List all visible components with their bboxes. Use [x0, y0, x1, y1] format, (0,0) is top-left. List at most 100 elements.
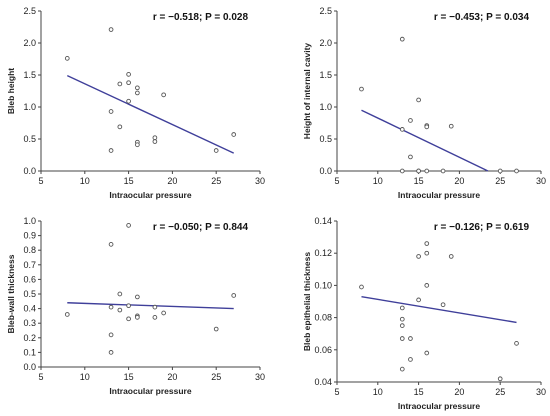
bleb-height-y-axis-label: Bleb height: [6, 68, 16, 114]
epithelial-data-point: [359, 284, 364, 290]
internal-cavity-data-point: [399, 127, 405, 132]
bleb-wall-data-point: [117, 291, 123, 297]
bleb-height-data-point: [108, 148, 114, 153]
bleb-height-x-tick-label: 20: [167, 176, 177, 186]
epithelial-regression-line: [361, 295, 517, 324]
bleb-height-data-point: [108, 109, 114, 114]
bleb-wall-x-axis-label: Intraocular pressure: [109, 386, 191, 396]
bleb-wall-y-tick-label: 1.0: [23, 216, 36, 226]
internal-cavity-y-tick-label: 2.5: [319, 6, 332, 16]
internal-cavity-data-point: [399, 168, 405, 174]
bleb-wall-x-tick-label: 25: [211, 372, 221, 382]
internal-cavity-data-point: [359, 86, 364, 92]
internal-cavity-y-axis-label: Height of internal cavity: [302, 43, 312, 140]
bleb-height-x-axis-label: Intraocular pressure: [109, 190, 191, 200]
bleb-wall-regression-line: [67, 302, 234, 310]
bleb-wall-data-point: [108, 304, 114, 310]
bleb-height-y-tick-label: 1.0: [23, 102, 36, 112]
epithelial-y-tick-label: 0.04: [314, 377, 332, 387]
epithelial-y-tick-label: 0.06: [314, 345, 332, 355]
internal-cavity-y-tick-label: 0.0: [319, 166, 332, 176]
bleb-wall-y-tick-label: 0.8: [23, 245, 36, 255]
bleb-height-data-point: [135, 142, 140, 148]
epithelial-x-tick-label: 30: [536, 387, 546, 397]
epithelial-y-tick-label: 0.10: [314, 280, 332, 290]
epithelial-data-point: [399, 366, 405, 372]
epithelial-data-point: [408, 357, 413, 362]
bleb-wall-data-point: [64, 312, 70, 317]
panel-bleb-height: 5 10 15 20 25 30 0.0 0.5 1.0 1.5 2.0 2.5 Intraocular…: [6, 6, 265, 200]
bleb-wall-x-tick-label: 20: [167, 372, 177, 382]
internal-cavity-x-tick-label: 30: [536, 176, 546, 186]
bleb-height-data-point: [231, 132, 237, 137]
epithelial-data-point: [416, 254, 421, 259]
epithelial-data-point: [399, 316, 405, 322]
epithelial-x-tick-label: 10: [373, 387, 383, 397]
bleb-height-x-tick-label: 25: [211, 176, 221, 186]
bleb-wall-data-point: [152, 304, 158, 310]
internal-cavity-x-tick-label: 25: [495, 176, 505, 186]
bleb-wall-data-point: [213, 326, 219, 332]
epithelial-x-tick-label: 5: [334, 387, 339, 397]
internal-cavity-x-tick-label: 20: [454, 176, 464, 186]
bleb-wall-y-tick-label: 0.4: [23, 304, 36, 314]
internal-cavity-data-point: [440, 168, 446, 174]
bleb-height-regression-line: [66, 75, 235, 154]
bleb-wall-data-point: [126, 223, 131, 228]
bleb-height-data-point: [117, 81, 123, 87]
bleb-wall-data-point: [126, 303, 131, 309]
epithelial-data-point: [408, 336, 413, 341]
bleb-wall-y-tick-label: 0.2: [23, 333, 36, 343]
epithelial-data-point: [514, 341, 519, 346]
internal-cavity-regression-line: [361, 109, 489, 172]
bleb-wall-data-point: [108, 242, 114, 247]
internal-cavity-data-point: [408, 154, 413, 160]
bleb-wall-y-tick-label: 0.1: [23, 347, 36, 357]
bleb-height-x-tick-label: 30: [255, 176, 265, 186]
epithelial-y-tick-label: 0.14: [314, 216, 332, 226]
epithelial-data-point: [424, 283, 430, 288]
internal-cavity-data-point: [424, 168, 430, 174]
bleb-height-data-point: [135, 85, 140, 91]
epithelial-data-point: [399, 305, 405, 311]
internal-cavity-x-tick-label: 10: [373, 176, 383, 186]
bleb-wall-data-point: [231, 293, 237, 298]
bleb-height-data-point: [117, 124, 123, 130]
internal-cavity-correlation-stat: r = −0.453; P = 0.034: [434, 12, 530, 23]
internal-cavity-y-tick-label: 0.5: [319, 134, 332, 144]
bleb-wall-y-tick-label: 0.7: [23, 260, 36, 270]
epithelial-y-axis-label: Bleb epithelial thickness: [302, 252, 312, 351]
internal-cavity-y-tick-label: 2.0: [319, 38, 332, 48]
internal-cavity-data-point: [416, 168, 421, 174]
epithelial-x-tick-label: 20: [454, 387, 464, 397]
epithelial-data-point: [424, 350, 430, 356]
bleb-height-correlation-stat: r = −0.518; P = 0.028: [153, 12, 249, 23]
bleb-wall-data-point: [135, 294, 140, 300]
bleb-height-data-point: [152, 135, 158, 141]
bleb-wall-data-point: [126, 316, 131, 322]
bleb-height-data-point: [152, 139, 158, 144]
epithelial-data-point: [399, 323, 405, 328]
internal-cavity-data-point: [514, 168, 519, 174]
bleb-wall-y-tick-label: 0.9: [23, 231, 36, 241]
bleb-height-y-tick-label: 0.5: [23, 134, 36, 144]
internal-cavity-data-point: [416, 97, 421, 103]
panel-internal-cavity-height: 5 10 15 20 25 30 0.0 0.5 1.0 1.5 2.0 2.5 Intraocular…: [302, 6, 546, 200]
bleb-height-x-tick-label: 10: [80, 176, 90, 186]
internal-cavity-data-point: [497, 168, 503, 174]
bleb-wall-correlation-stat: r = −0.050; P = 0.844: [153, 222, 249, 233]
internal-cavity-data-point: [448, 123, 454, 129]
bleb-wall-data-point: [117, 307, 123, 313]
bleb-wall-y-tick-label: 0.0: [23, 362, 36, 372]
internal-cavity-x-tick-label: 15: [414, 176, 424, 186]
bleb-wall-y-axis-label: Bleb-wall thickness: [6, 254, 16, 333]
bleb-height-x-tick-label: 5: [38, 176, 43, 186]
bleb-height-data-point: [126, 98, 131, 104]
bleb-height-data-point: [161, 92, 166, 98]
bleb-height-y-tick-label: 2.0: [23, 38, 36, 48]
internal-cavity-y-tick-label: 1.0: [319, 102, 332, 112]
bleb-height-data-point: [126, 72, 131, 77]
bleb-wall-y-tick-label: 0.3: [23, 318, 36, 328]
panel-bleb-epithelial-thickness: 5 10 15 20 25 30 0.04 0.06 0.08 0.10 0.12 0.14 Intra…: [302, 216, 546, 411]
